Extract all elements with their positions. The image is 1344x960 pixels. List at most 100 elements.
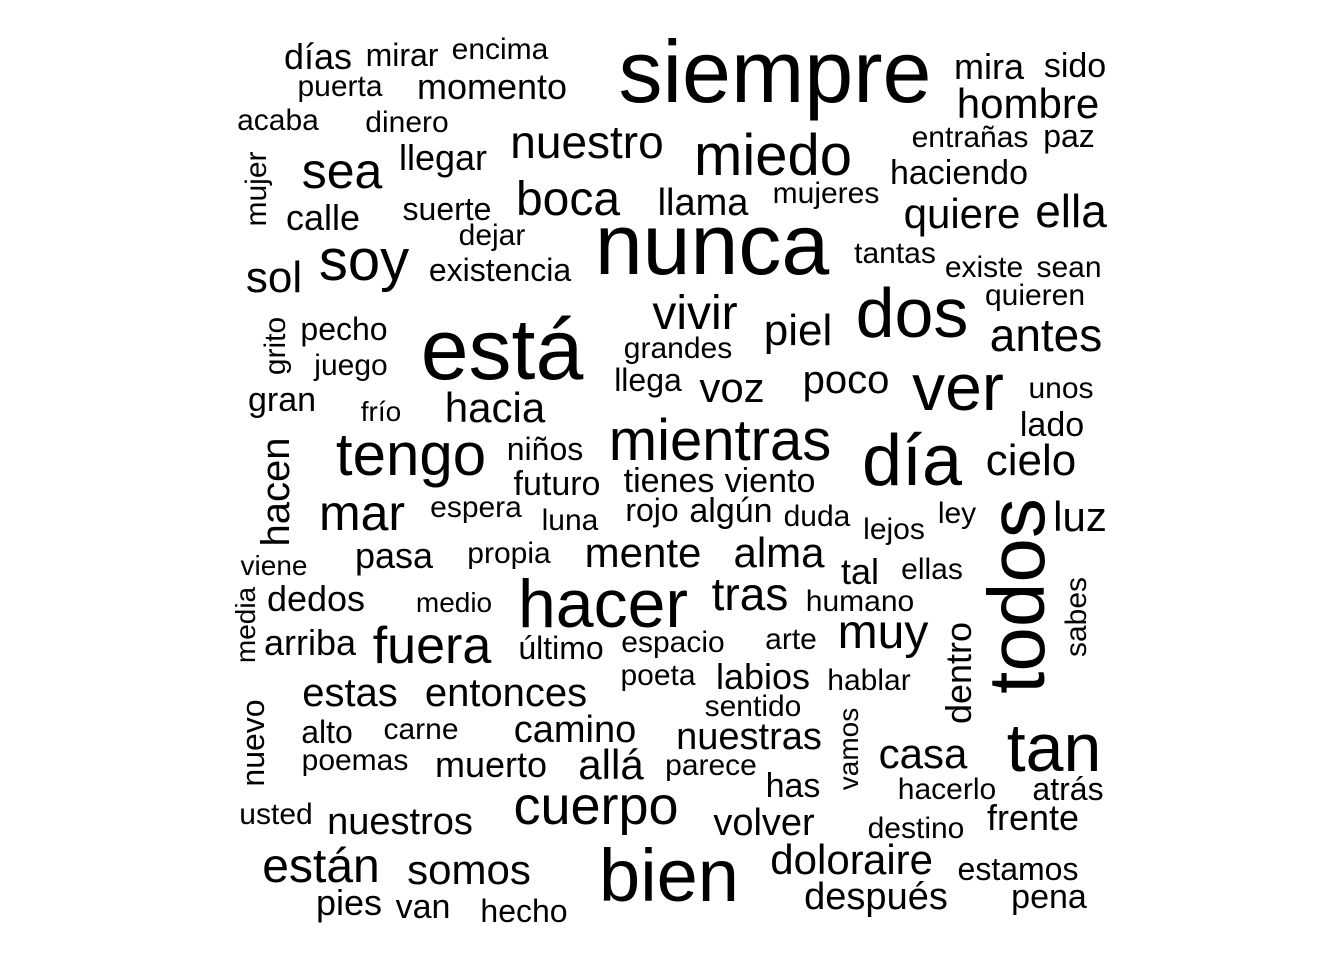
word-hacia: hacia [444,384,546,431]
word-muerto: muerto [434,744,548,785]
word-dinero: dinero [365,106,449,139]
word-sabes: sabes [1060,576,1093,658]
word-parece: parece [665,749,757,782]
word-frio: frío [360,396,402,427]
word-tienes: tienes [623,462,715,500]
word-volver: volver [713,802,815,844]
word-vivir: vivir [652,287,738,340]
word-nuevo: nuevo [235,699,271,787]
word-nunca: nunca [594,197,830,293]
word-nuestros: nuestros [327,801,473,843]
word-llegar: llegar [398,137,488,178]
word-labios: labios [715,656,811,697]
word-alma: alma [733,529,825,576]
word-antes: antes [989,309,1103,361]
word-quiere: quiere [903,190,1021,237]
word-futuro: futuro [513,465,601,503]
word-dolor: dolor [770,836,864,883]
word-pies: pies [315,882,383,923]
word-calle: calle [285,197,361,238]
word-mirar: mirar [365,37,439,73]
word-suerte: suerte [402,191,492,227]
word-tal: tal [840,551,880,592]
word-poeta: poeta [620,659,696,692]
word-somos: somos [407,846,531,893]
word-llama: llama [657,182,749,224]
word-arriba: arriba [263,622,357,663]
word-cielo: cielo [985,436,1077,485]
word-hablar: hablar [827,664,911,697]
word-grito: grito [259,316,292,376]
word-alto: alto [301,714,353,750]
word-entranas: entrañas [911,121,1029,154]
word-siempre: siempre [618,22,932,121]
word-ultimo: último [518,630,604,666]
word-miedo: miedo [694,123,852,188]
word-lado: lado [1019,406,1085,444]
word-algun: algún [689,492,773,530]
word-viene: viene [240,550,308,581]
word-alla: allá [578,741,644,788]
word-tras: tras [711,568,789,620]
word-pena: pena [1011,878,1087,916]
word-destino: destino [867,812,965,845]
word-ella: ella [1035,185,1107,237]
word-dejar: dejar [458,219,526,252]
word-estan: están [262,840,380,893]
word-dos: dos [855,274,969,352]
word-ninos: niños [506,431,584,467]
word-encima: encima [451,33,549,66]
word-fuera: fuera [372,617,492,675]
word-entonces: entonces [424,671,588,715]
word-sea: sea [301,143,383,199]
word-vamos: vamos [833,707,864,791]
word-usted: usted [239,798,313,831]
word-has: has [765,767,821,805]
word-media: media [230,586,261,664]
word-paz: paz [1043,118,1095,154]
word-estamos: estamos [957,851,1079,887]
word-carne: carne [383,713,459,746]
word-arte: arte [765,623,817,656]
word-hecho: hecho [480,893,568,929]
word-ley: ley [937,497,977,530]
word-mujer: mujer [240,151,273,227]
word-dia: día [861,421,963,501]
word-dedos: dedos [266,578,366,619]
word-boca: boca [515,173,621,226]
word-mujeres: mujeres [772,177,880,210]
word-llega: llega [614,362,682,398]
word-espacio: espacio [621,626,725,659]
word-esta: está [420,302,584,398]
word-estas: estas [302,671,398,715]
word-pecho: pecho [300,311,388,347]
word-juego: juego [314,349,388,382]
word-medio: medio [415,587,493,618]
word-voz: voz [699,364,765,411]
word-atras: atrás [1032,771,1104,807]
word-luna: luna [541,504,599,537]
word-despues: después [804,876,948,918]
word-rojo: rojo [625,492,679,528]
word-mar: mar [318,485,406,541]
word-sido: sido [1043,47,1107,85]
word-muy: muy [837,606,929,659]
word-poemas: poemas [301,744,409,777]
word-luz: luz [1053,493,1107,540]
word-espera: espera [430,491,522,524]
word-haciendo: haciendo [889,154,1029,192]
word-quieren: quieren [984,279,1086,312]
word-dias: días [283,36,353,77]
word-nuestro: nuestro [510,116,664,168]
word-sentido: sentido [704,690,802,723]
word-sean: sean [1036,251,1102,284]
word-propia: propia [467,537,551,570]
word-acaba: acaba [237,104,319,137]
word-hacen: hacen [254,437,298,547]
word-ellas: ellas [901,553,963,586]
word-soy: soy [318,228,410,293]
word-poco: poco [802,358,890,402]
word-existencia: existencia [428,252,572,288]
word-cuerpo: cuerpo [513,776,679,836]
word-hacer: hacer [517,566,689,642]
